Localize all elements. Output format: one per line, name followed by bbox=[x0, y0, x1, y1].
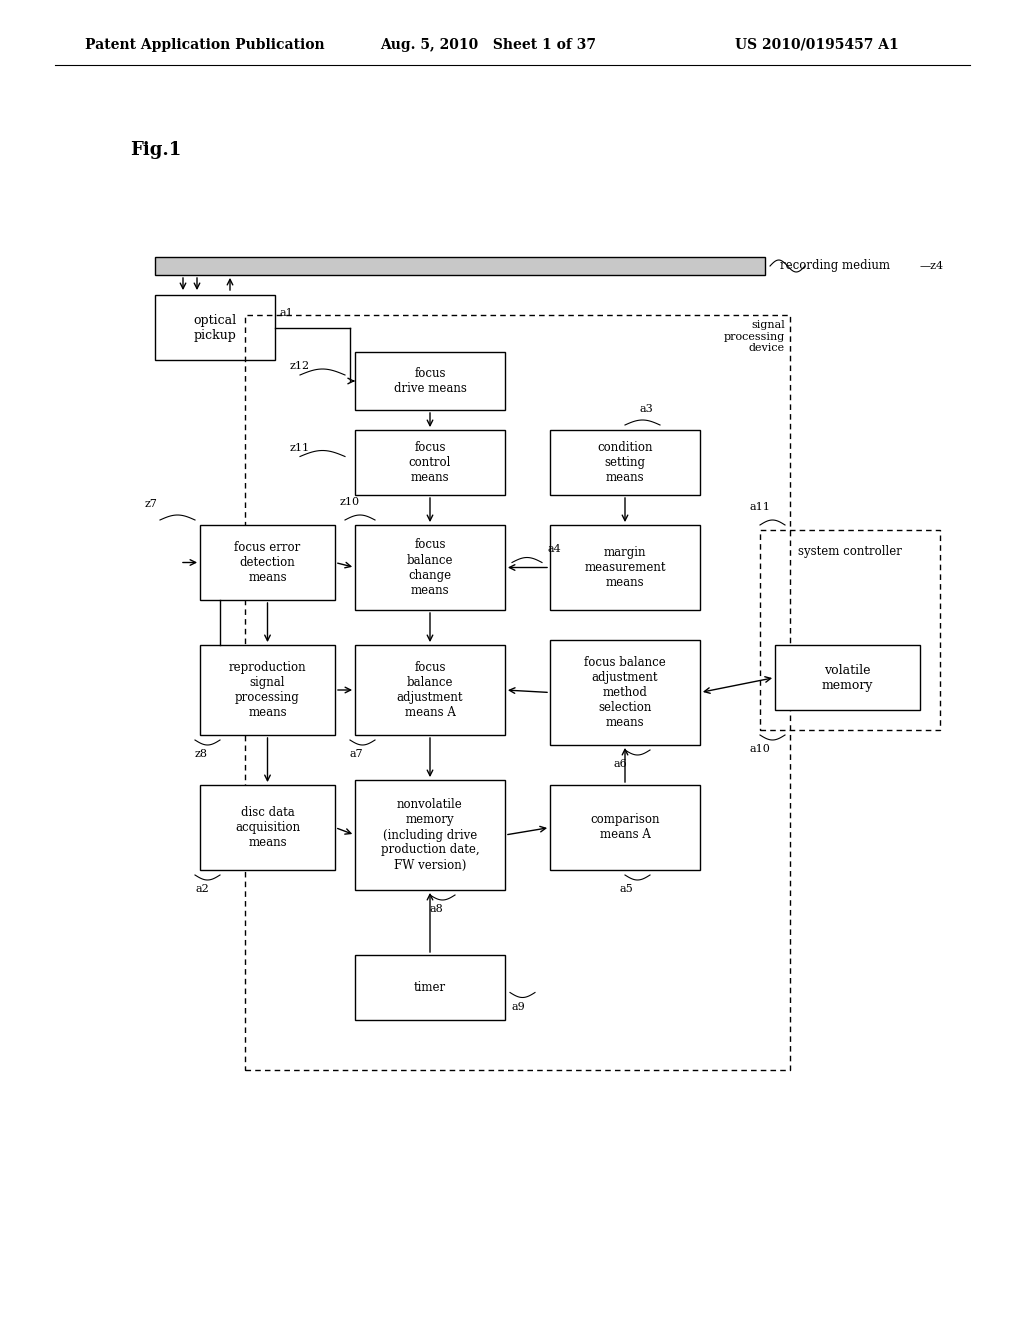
Text: Patent Application Publication: Patent Application Publication bbox=[85, 38, 325, 51]
Text: focus
drive means: focus drive means bbox=[393, 367, 467, 395]
Bar bbox=[245, 315, 790, 1071]
Text: a3: a3 bbox=[640, 404, 653, 414]
Text: a4: a4 bbox=[548, 544, 562, 554]
Bar bbox=[200, 525, 335, 601]
Text: z10: z10 bbox=[340, 498, 360, 507]
Bar bbox=[355, 780, 505, 890]
Text: US 2010/0195457 A1: US 2010/0195457 A1 bbox=[735, 38, 899, 51]
Bar bbox=[155, 257, 765, 275]
Bar bbox=[355, 954, 505, 1020]
Text: z8: z8 bbox=[195, 748, 208, 759]
Text: z12: z12 bbox=[290, 360, 310, 371]
Bar bbox=[155, 294, 275, 360]
Bar bbox=[775, 645, 920, 710]
Text: reproduction
signal
processing
means: reproduction signal processing means bbox=[228, 661, 306, 719]
Text: Fig.1: Fig.1 bbox=[130, 141, 181, 158]
Text: a9: a9 bbox=[512, 1002, 525, 1011]
Bar bbox=[200, 785, 335, 870]
Text: focus
balance
adjustment
means A: focus balance adjustment means A bbox=[396, 661, 463, 719]
Text: nonvolatile
memory
(including drive
production date,
FW version): nonvolatile memory (including drive prod… bbox=[381, 799, 479, 871]
Text: focus
balance
change
means: focus balance change means bbox=[407, 539, 454, 597]
Text: signal
processing
device: signal processing device bbox=[724, 319, 785, 354]
Text: z11: z11 bbox=[290, 442, 310, 453]
Bar bbox=[355, 525, 505, 610]
Bar bbox=[550, 525, 700, 610]
Text: a2: a2 bbox=[195, 884, 209, 894]
Text: volatile
memory: volatile memory bbox=[821, 664, 873, 692]
Text: Aug. 5, 2010   Sheet 1 of 37: Aug. 5, 2010 Sheet 1 of 37 bbox=[380, 38, 596, 51]
Text: optical
pickup: optical pickup bbox=[194, 314, 237, 342]
Text: a1: a1 bbox=[280, 308, 294, 318]
Text: system controller: system controller bbox=[798, 545, 902, 558]
Text: comparison
means A: comparison means A bbox=[590, 813, 659, 842]
Bar bbox=[355, 430, 505, 495]
Bar bbox=[355, 645, 505, 735]
Bar bbox=[200, 645, 335, 735]
Bar bbox=[760, 531, 940, 730]
Text: a8: a8 bbox=[430, 904, 443, 913]
Text: timer: timer bbox=[414, 981, 446, 994]
Text: focus
control
means: focus control means bbox=[409, 441, 452, 484]
Bar bbox=[550, 785, 700, 870]
Text: a11: a11 bbox=[750, 502, 771, 512]
Text: a7: a7 bbox=[350, 748, 364, 759]
Text: recording medium: recording medium bbox=[780, 260, 890, 272]
Bar bbox=[550, 430, 700, 495]
Bar bbox=[355, 352, 505, 411]
Text: a5: a5 bbox=[620, 884, 634, 894]
Text: margin
measurement
means: margin measurement means bbox=[585, 546, 666, 589]
Text: condition
setting
means: condition setting means bbox=[597, 441, 652, 484]
Text: focus error
detection
means: focus error detection means bbox=[234, 541, 301, 583]
Text: a6: a6 bbox=[613, 759, 627, 770]
Text: z7: z7 bbox=[145, 499, 158, 510]
Text: disc data
acquisition
means: disc data acquisition means bbox=[234, 807, 300, 849]
Text: —z4: —z4 bbox=[920, 261, 944, 271]
Text: a10: a10 bbox=[750, 744, 771, 754]
Text: focus balance
adjustment
method
selection
means: focus balance adjustment method selectio… bbox=[584, 656, 666, 729]
Bar bbox=[550, 640, 700, 744]
